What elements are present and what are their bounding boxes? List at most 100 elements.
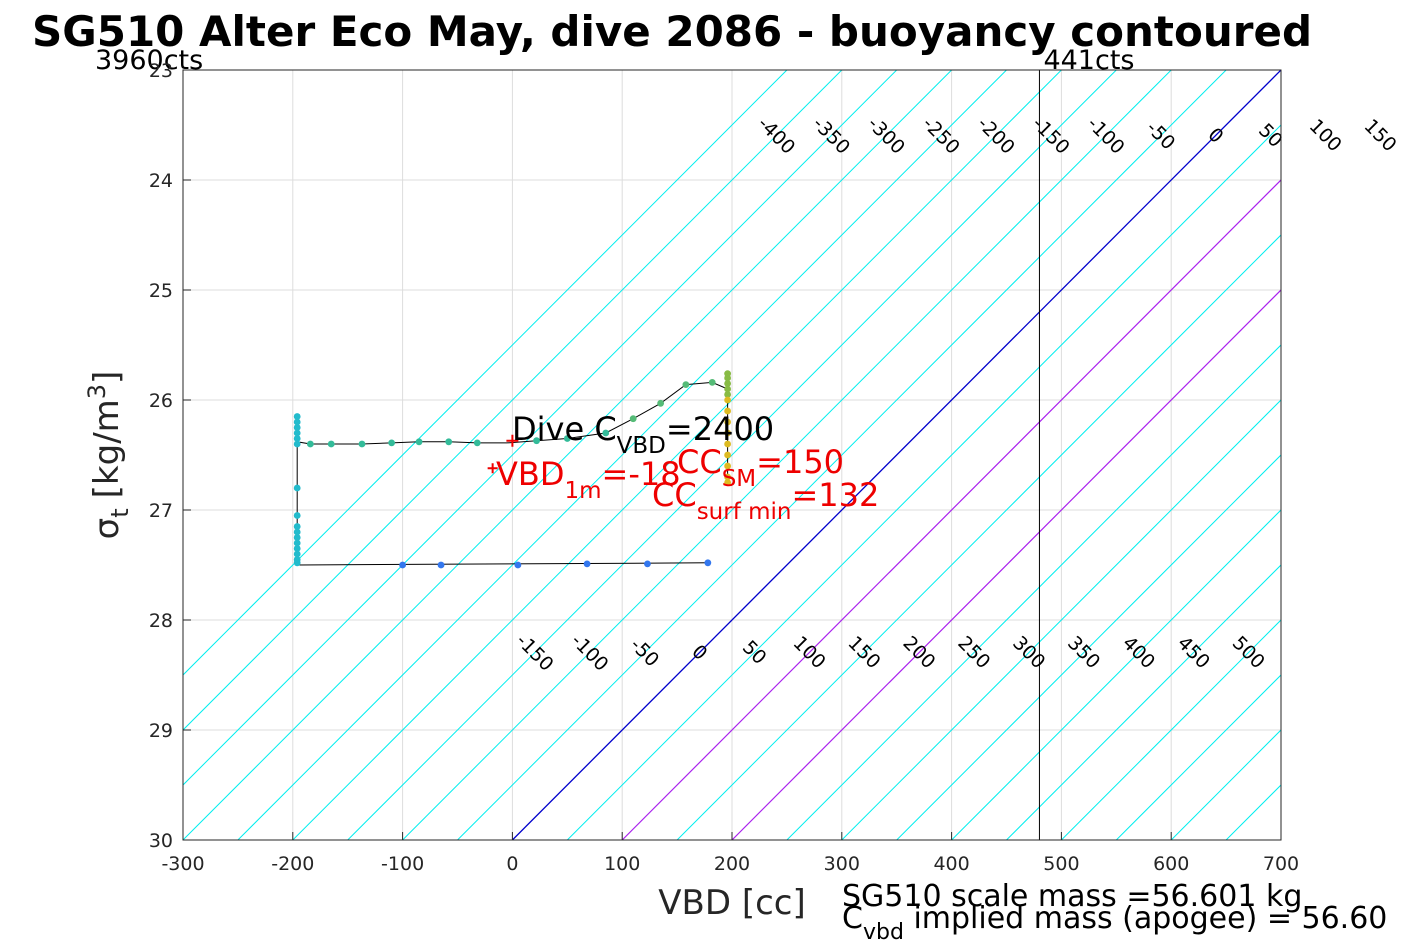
data-point — [293, 429, 301, 437]
y-tick-label: 25 — [149, 280, 173, 302]
vbd-limits: 3960cts 441cts — [95, 45, 1134, 840]
x-tick-label: -300 — [161, 853, 204, 875]
contour-line — [951, 509, 1281, 840]
implied-mass-main: C — [842, 901, 863, 936]
data-point — [399, 561, 406, 569]
data-point — [724, 391, 732, 398]
data-point — [704, 559, 712, 567]
data-point — [293, 550, 301, 558]
data-point — [293, 440, 301, 448]
x-tick-label: 700 — [1263, 853, 1299, 875]
contour-line — [183, 70, 788, 676]
dive-c-annotation: Dive CVBD=2400 — [512, 410, 774, 459]
cc-surf-main: CC — [652, 476, 697, 514]
contour-line — [1115, 674, 1281, 840]
data-point — [293, 418, 301, 426]
vbd-1m-marker — [487, 463, 498, 474]
cc-surf-annotation: CCsurf min=132 — [652, 476, 879, 525]
data-point — [293, 512, 301, 519]
contour-line — [1280, 839, 1281, 840]
data-point — [724, 462, 732, 470]
vbd-1m-main: VBD — [496, 455, 564, 493]
data-point — [724, 451, 732, 459]
cc-surf-value: =132 — [791, 476, 879, 514]
y-tick-label-top: 23 — [149, 60, 173, 82]
scale-mass-text: SG510 scale mass =56.601 kg — [842, 879, 1302, 914]
contour-line — [786, 344, 1281, 840]
contour-line — [457, 70, 1227, 840]
cc-sm-sub: SM — [722, 466, 756, 492]
data-point — [682, 381, 690, 388]
data-point — [388, 439, 396, 447]
contour-line — [1061, 619, 1281, 840]
data-point — [358, 440, 366, 448]
buoyancy-contours — [183, 70, 1417, 840]
contour-label: 100 — [1305, 115, 1346, 156]
x-tick-label: 300 — [824, 853, 860, 875]
x-tick-label: 100 — [604, 853, 640, 875]
bottom-trace-line — [297, 562, 711, 566]
contour-line — [731, 289, 1281, 840]
x-tick-label: 200 — [714, 853, 750, 875]
dive-points — [293, 370, 732, 569]
contour-line — [1006, 564, 1281, 840]
x-tick-label: 400 — [933, 853, 969, 875]
dive-c-main: Dive C — [512, 410, 617, 448]
axis-ticks: -300 -200 -100 0 100 200 300 400 500 600 700 24 25 26… — [149, 60, 1299, 875]
vbd-limit-label: 3960cts — [95, 45, 203, 76]
contour-line — [1336, 70, 1417, 840]
data-point — [293, 534, 301, 541]
y-tick-label: 30 — [149, 830, 173, 852]
y-axis-label-sub: t — [106, 508, 134, 517]
contour-line — [566, 124, 1281, 840]
data-point — [327, 440, 335, 448]
contour-line — [621, 179, 1281, 840]
data-point — [724, 418, 732, 426]
x-tick-label: 600 — [1153, 853, 1189, 875]
implied-mass-text: Cvbd implied mass (apogee) = 56.60 — [842, 901, 1387, 945]
cc-surf-sub: surf min — [697, 499, 792, 525]
trace-line — [296, 381, 729, 565]
data-point — [445, 438, 453, 446]
data-point — [724, 429, 732, 437]
data-point — [724, 396, 732, 404]
data-point — [514, 561, 522, 569]
data-point — [644, 560, 651, 568]
contour-line — [1391, 70, 1417, 840]
x-tick-label: -200 — [271, 853, 314, 875]
y-tick-label: 27 — [149, 500, 173, 522]
vbd-1m-sub: 1m — [564, 478, 601, 504]
contour-line — [237, 70, 1007, 840]
data-point — [293, 484, 301, 492]
y-tick-label: 24 — [149, 170, 173, 192]
data-point — [724, 473, 732, 481]
data-point — [724, 385, 732, 393]
data-point — [533, 437, 540, 445]
data-point — [293, 539, 301, 547]
chart-title: SG510 Alter Eco May, dive 2086 - buoyanc… — [32, 7, 1312, 56]
cc-sm-main: CC — [677, 443, 722, 481]
contour-line — [676, 234, 1281, 840]
contour-line — [347, 70, 1117, 840]
data-point — [293, 413, 301, 420]
y-tick-label: 28 — [149, 610, 173, 632]
y-tick-label: 26 — [149, 390, 173, 412]
data-point — [293, 528, 301, 536]
y-tick-label: 29 — [149, 720, 173, 742]
data-point — [293, 545, 301, 552]
contour-line — [841, 399, 1281, 840]
implied-mass-sub: vbd — [863, 920, 904, 945]
data-point — [473, 439, 481, 447]
dive-c-value: =2400 — [666, 410, 774, 448]
data-point — [657, 399, 665, 407]
data-point — [437, 561, 445, 569]
x-tick-label: 500 — [1043, 853, 1079, 875]
cc-sm-value: =150 — [756, 443, 844, 481]
data-point — [293, 559, 301, 567]
data-point — [708, 379, 716, 386]
x-tick-label: -100 — [381, 853, 424, 875]
contour-line — [183, 70, 843, 731]
data-point — [563, 435, 571, 442]
contour-label: 150 — [1360, 115, 1401, 156]
